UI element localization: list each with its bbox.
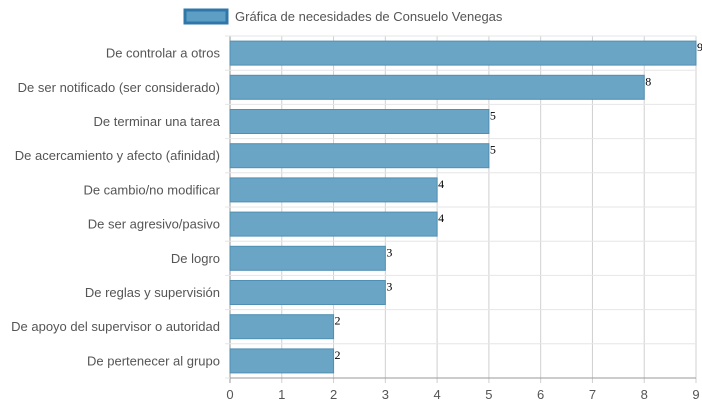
legend-swatch[interactable]: [183, 8, 229, 25]
data-labels: 9 8 5 5 4 4 3 3 2 2: [335, 40, 702, 362]
category-label: De cambio/no modificar: [83, 182, 220, 197]
x-tick-label: 3: [382, 387, 389, 402]
data-label: 3: [386, 245, 392, 259]
category-labels: De controlar a otros De ser notificado (s…: [11, 46, 221, 369]
legend-label[interactable]: Gráfica de necesidades de Consuelo Veneg…: [235, 9, 503, 24]
data-label: 2: [335, 314, 341, 328]
bar[interactable]: [229, 109, 490, 134]
x-tick-label: 9: [692, 387, 699, 402]
category-label: De ser agresivo/pasivo: [88, 217, 220, 232]
x-tick-label: 4: [433, 387, 440, 402]
category-label: De controlar a otros: [106, 46, 221, 61]
bar[interactable]: [229, 74, 645, 100]
bar[interactable]: [229, 314, 335, 340]
bar[interactable]: [229, 143, 490, 169]
x-tick-label: 8: [641, 387, 648, 402]
bars: [229, 40, 697, 374]
x-tick-label: 1: [278, 387, 285, 402]
x-tick-label: 2: [330, 387, 337, 402]
bar[interactable]: [229, 245, 386, 271]
data-label: 4: [438, 211, 444, 225]
data-label: 5: [490, 109, 496, 123]
data-label: 5: [490, 143, 496, 157]
category-label: De logro: [171, 251, 220, 266]
bar[interactable]: [229, 177, 438, 203]
x-tick-label: 5: [485, 387, 492, 402]
x-tick-label: 7: [589, 387, 596, 402]
bar[interactable]: [229, 40, 697, 66]
category-label: De ser notificado (ser considerado): [18, 80, 220, 95]
bar[interactable]: [229, 348, 335, 374]
category-label: De acercamiento y afecto (afinidad): [15, 148, 220, 163]
category-label: De reglas y supervisión: [85, 285, 220, 300]
bar[interactable]: [229, 280, 386, 305]
data-label: 8: [645, 74, 651, 88]
legend[interactable]: Gráfica de necesidades de Consuelo Veneg…: [183, 8, 503, 25]
x-axis-ticks: 0 1 2 3 4 5 6 7 8 9: [226, 387, 699, 402]
data-label: 9: [697, 40, 702, 54]
bar[interactable]: [229, 211, 438, 237]
category-label: De pertenecer al grupo: [87, 353, 220, 368]
x-tick-label: 6: [537, 387, 544, 402]
data-label: 2: [335, 348, 341, 362]
data-label: 4: [438, 177, 444, 191]
category-label: De apoyo del supervisor o autoridad: [11, 319, 220, 334]
category-label: De terminar una tarea: [94, 114, 221, 129]
data-label: 3: [386, 280, 392, 294]
x-tick-label: 0: [226, 387, 233, 402]
